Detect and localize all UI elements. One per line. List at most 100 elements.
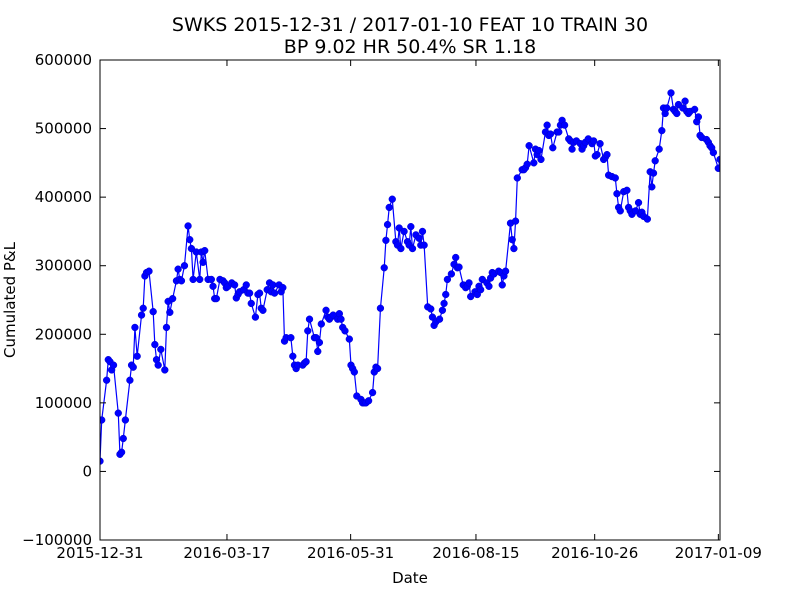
x-tick-label: 2016-03-17 (183, 544, 270, 562)
y-tick-label: 400000 (35, 188, 92, 206)
data-point (161, 366, 169, 374)
data-point (131, 323, 139, 332)
data-point (442, 290, 450, 299)
plot-layer (100, 89, 720, 465)
y-tick-label: 500000 (35, 120, 92, 138)
data-point (133, 352, 141, 360)
data-point (382, 236, 390, 244)
data-point (681, 97, 689, 105)
data-point (184, 222, 192, 230)
data-point (304, 327, 312, 335)
data-point (420, 241, 428, 249)
data-point (590, 137, 598, 145)
data-point (376, 304, 385, 312)
data-point (129, 363, 137, 371)
data-point (530, 159, 538, 167)
data-point (418, 227, 427, 236)
data-point (212, 294, 221, 303)
data-point (289, 352, 297, 360)
data-point (658, 126, 666, 135)
data-point (443, 275, 452, 284)
data-point (186, 236, 194, 244)
data-point (465, 279, 473, 287)
plot-frame (99, 59, 721, 541)
data-point (337, 315, 345, 323)
data-point (305, 315, 314, 323)
data-point (643, 215, 652, 223)
data-point (663, 104, 671, 112)
data-point (364, 397, 373, 405)
data-point (139, 304, 147, 312)
data-point (368, 388, 377, 397)
data-point (230, 281, 239, 289)
data-point (117, 448, 126, 456)
data-point (166, 308, 174, 316)
data-point (157, 345, 165, 354)
x-tick-label: 2016-05-31 (307, 544, 394, 562)
tick-layer: −100000 0 100000 200000 300000 400000 500000 60… (22, 51, 762, 562)
data-point (341, 327, 349, 335)
data-point (415, 234, 423, 242)
data-point (435, 315, 444, 323)
data-point (302, 358, 310, 366)
data-point (611, 174, 619, 182)
data-point (137, 311, 146, 319)
data-point (251, 313, 260, 321)
data-point (694, 113, 703, 121)
data-point (455, 263, 463, 271)
data-point (655, 145, 663, 153)
data-point (623, 186, 631, 194)
data-point (180, 262, 189, 270)
x-tick-label: 2016-10-26 (551, 544, 638, 562)
data-point (603, 150, 611, 159)
y-tick-label: 300000 (35, 257, 92, 275)
chart-title-line1: SWKS 2015-12-31 / 2017-01-10 FEAT 10 TRA… (172, 14, 648, 36)
data-point (350, 368, 358, 376)
data-point (523, 160, 531, 168)
data-point (667, 89, 675, 97)
data-point (397, 244, 405, 253)
data-point (345, 335, 353, 343)
data-point (245, 289, 254, 297)
data-point (151, 340, 159, 349)
data-point (247, 299, 255, 308)
data-point (102, 376, 111, 384)
data-point (114, 409, 122, 417)
chart-title-line2: BP 9.02 HR 50.4% SR 1.18 (284, 36, 536, 58)
data-point (189, 275, 197, 284)
data-point (651, 157, 659, 165)
data-point (549, 144, 557, 152)
data-point (709, 148, 718, 157)
data-point (119, 434, 127, 443)
data-point (485, 282, 493, 290)
data-point (168, 294, 177, 303)
x-tick-label: 2017-01-09 (675, 544, 762, 562)
data-point (315, 338, 324, 347)
y-tick-label: 600000 (35, 51, 92, 69)
y-tick-label: 200000 (35, 325, 92, 343)
data-point (513, 174, 521, 182)
data-point (209, 282, 217, 290)
data-point (427, 305, 435, 313)
data-point (673, 109, 681, 118)
data-point (242, 281, 250, 289)
data-point (596, 140, 604, 148)
y-tick-label: 100000 (35, 394, 92, 412)
data-point (154, 361, 162, 369)
data-point (555, 128, 563, 136)
data-point (400, 227, 408, 236)
data-point (714, 164, 720, 172)
data-point (447, 270, 456, 278)
data-point (498, 281, 506, 289)
data-point (287, 334, 295, 342)
data-point (177, 277, 186, 285)
data-point (649, 169, 658, 177)
data-point (691, 105, 699, 114)
data-point (269, 281, 277, 289)
data-point (322, 306, 330, 314)
data-point (145, 267, 153, 275)
x-tick-label: 2015-12-31 (56, 544, 143, 562)
y-tick-label: 0 (82, 462, 92, 480)
data-point (511, 217, 520, 225)
